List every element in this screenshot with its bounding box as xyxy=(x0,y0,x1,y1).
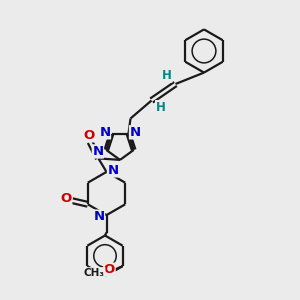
Text: O: O xyxy=(104,263,115,276)
Text: O: O xyxy=(83,129,94,142)
Text: CH₃: CH₃ xyxy=(84,268,105,278)
Text: N: N xyxy=(93,210,105,223)
Text: H: H xyxy=(162,69,172,82)
Text: N: N xyxy=(107,164,119,177)
Text: N: N xyxy=(99,126,110,139)
Text: O: O xyxy=(61,192,72,205)
Text: N: N xyxy=(130,126,141,139)
Text: N: N xyxy=(92,145,104,158)
Text: H: H xyxy=(156,100,165,114)
